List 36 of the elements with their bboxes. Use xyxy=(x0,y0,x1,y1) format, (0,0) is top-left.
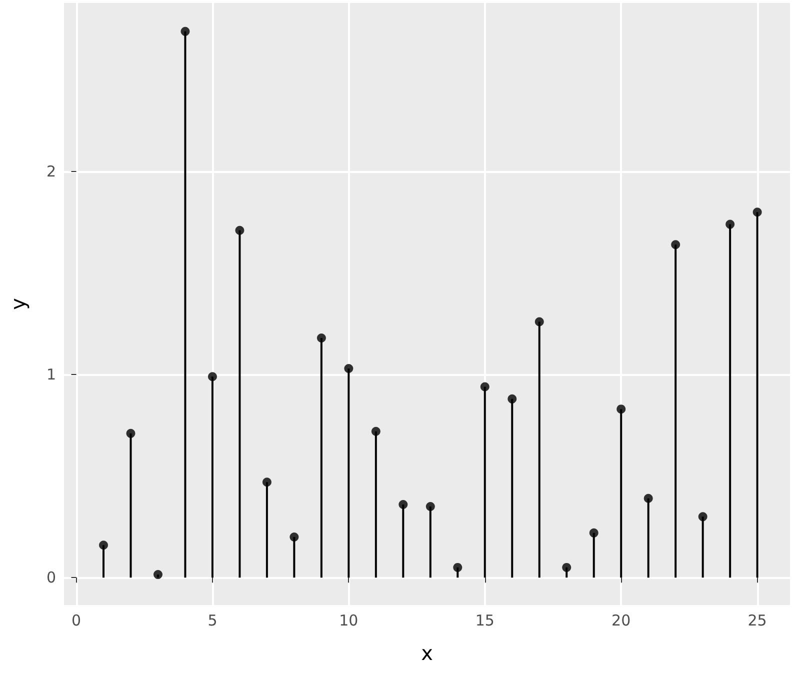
point xyxy=(371,426,380,436)
point xyxy=(316,334,326,343)
point xyxy=(534,317,544,326)
y-tick-label: 0 xyxy=(46,568,56,587)
y-tick-label: 1 xyxy=(46,366,56,384)
x-tick-label: 25 xyxy=(748,612,767,630)
point xyxy=(616,404,626,414)
y-axis-title: y xyxy=(6,298,30,310)
point xyxy=(180,26,190,36)
point xyxy=(99,540,108,550)
x-axis-title: x xyxy=(421,641,434,665)
x-tick-label: 5 xyxy=(208,612,218,630)
point xyxy=(644,494,653,503)
point xyxy=(453,562,462,572)
point xyxy=(562,562,572,572)
y-tick-label: 2 xyxy=(46,162,56,181)
point xyxy=(153,570,162,580)
point xyxy=(698,512,708,522)
point xyxy=(262,478,272,487)
point xyxy=(726,220,735,229)
x-tick-label: 0 xyxy=(71,612,82,630)
point xyxy=(671,240,680,250)
point xyxy=(290,532,299,542)
point xyxy=(208,372,217,382)
point xyxy=(589,528,598,538)
point xyxy=(398,500,408,509)
x-tick-label: 20 xyxy=(612,612,631,630)
point xyxy=(426,502,435,512)
x-tick-label: 10 xyxy=(339,612,358,630)
point xyxy=(126,428,136,438)
x-tick-label: 15 xyxy=(475,612,494,630)
point xyxy=(344,364,354,373)
point xyxy=(508,394,517,404)
point xyxy=(480,382,490,392)
point xyxy=(235,226,244,235)
point xyxy=(752,208,762,217)
